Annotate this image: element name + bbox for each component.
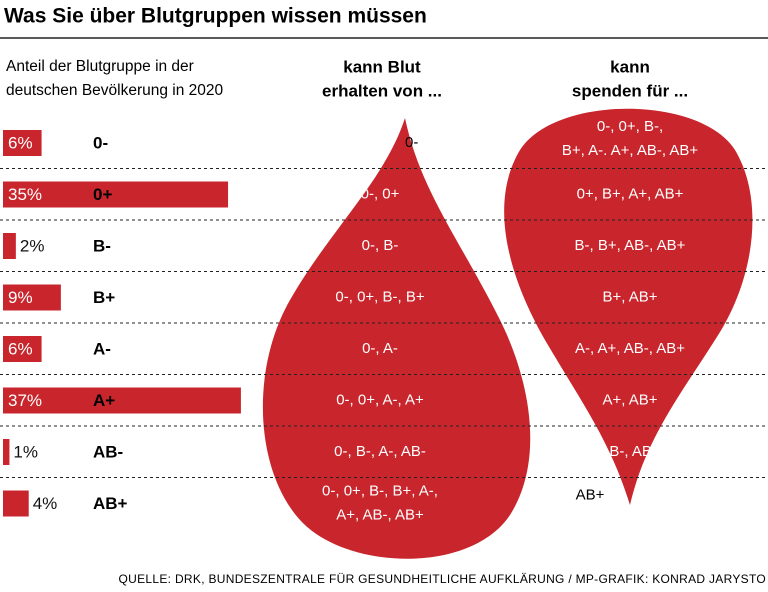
receive-drop (262, 118, 531, 559)
category-label: 0+ (93, 185, 112, 204)
category-label: 0- (93, 133, 108, 152)
blood-type-list: 0+, B+, A+, AB+ (577, 185, 684, 202)
bar (3, 284, 61, 311)
blood-type-list: 0-, A- (362, 340, 398, 357)
bar (3, 181, 229, 208)
blood-type-list: AB-, AB+ (599, 443, 661, 460)
category-label: A- (93, 339, 111, 358)
blood-type-list: 0-, 0+ (361, 185, 400, 202)
subtitle: Anteil der Blutgruppe in der (6, 58, 194, 75)
blood-type-list: B+, AB+ (602, 288, 657, 305)
blood-type-list: 0- (405, 134, 418, 151)
category-label: B- (93, 236, 111, 255)
donate-drop (504, 108, 753, 505)
blood-type-list: 0-, 0+, B-, B+, A-, (322, 482, 438, 499)
category-label: A+ (93, 391, 115, 410)
value-label: 2% (20, 236, 45, 255)
value-label: 35% (8, 185, 42, 204)
category-label: AB+ (93, 494, 128, 513)
value-label: 37% (8, 391, 42, 410)
category-label: B+ (93, 288, 115, 307)
bar (3, 490, 29, 517)
source: QUELLE: DRK, BUNDESZENTRALE FÜR GESUNDHE… (119, 572, 766, 586)
bar (3, 233, 16, 259)
blood-type-list: A+, AB-, AB+ (336, 506, 424, 523)
donate-header: spenden für ... (572, 81, 688, 100)
blood-type-list: 0-, B- (362, 237, 399, 254)
value-label: 1% (13, 442, 38, 461)
value-label: 9% (8, 288, 33, 307)
receive-header: erhalten von ... (322, 81, 442, 100)
blood-type-list: 0-, 0+, B-, (597, 118, 663, 135)
category-label: AB- (93, 442, 123, 461)
blood-type-list: AB+ (576, 486, 605, 503)
blood-type-list: B+, A-. A+, AB-, AB+ (562, 142, 699, 159)
value-label: 4% (33, 494, 58, 513)
donate-header: kann (610, 57, 650, 76)
blood-type-list: 0-, 0+, B-, B+ (335, 288, 424, 305)
bar (3, 439, 10, 465)
bar (3, 336, 42, 362)
blood-type-list: A-, A+, AB-, AB+ (575, 340, 685, 357)
bar (3, 387, 241, 414)
blood-type-list: A+, AB+ (602, 391, 657, 408)
subtitle: deutschen Bevölkerung in 2020 (6, 82, 224, 99)
blood-type-list: 0-, 0+, A-, A+ (336, 391, 424, 408)
value-label: 6% (8, 133, 33, 152)
chart-title: Was Sie über Blutgruppen wissen müssen (4, 5, 427, 28)
bar (3, 130, 42, 156)
receive-header: kann Blut (343, 57, 421, 76)
blood-type-list: B-, B+, AB-, AB+ (575, 237, 686, 254)
blood-type-list: 0-, B-, A-, AB- (334, 443, 426, 460)
value-label: 6% (8, 339, 33, 358)
